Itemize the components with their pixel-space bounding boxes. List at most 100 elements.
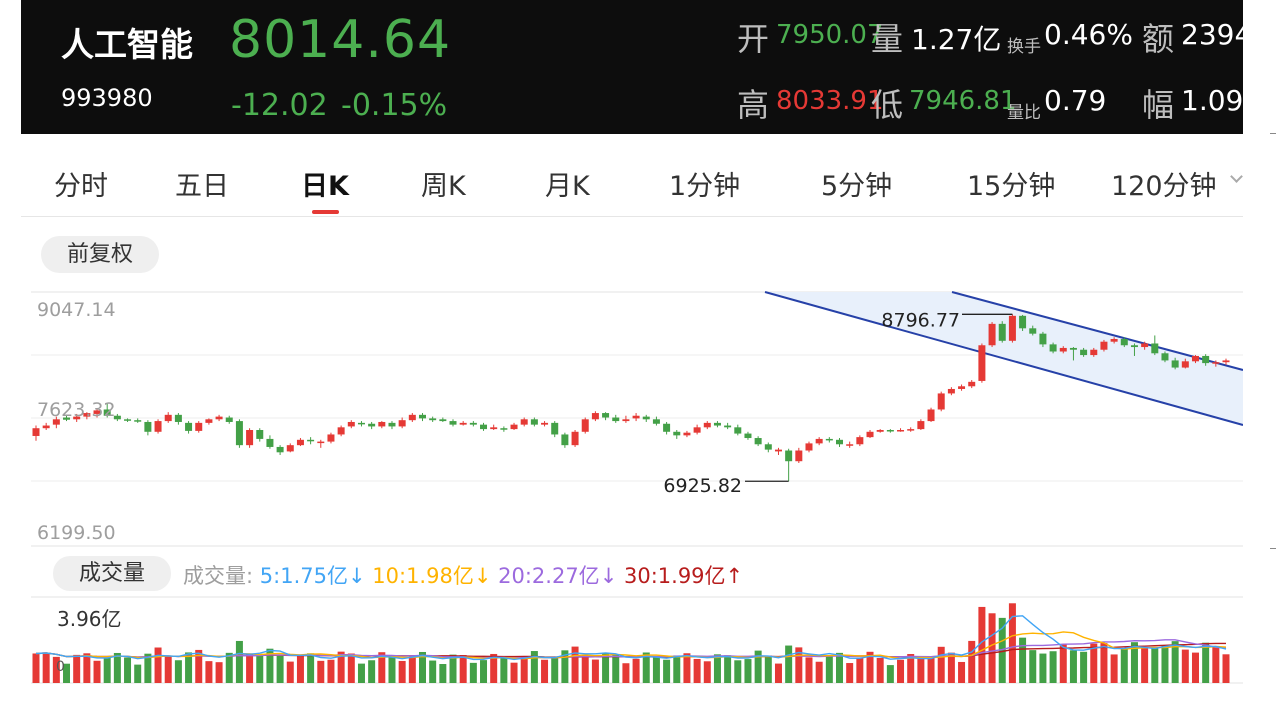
volume-bar <box>73 654 81 683</box>
volume-bar <box>357 663 365 683</box>
candle-body <box>1069 347 1077 350</box>
candle-body <box>907 429 915 431</box>
candle-body <box>317 441 325 444</box>
volume-bar <box>1080 651 1088 683</box>
volume-bar <box>876 658 884 683</box>
candle-body <box>490 427 498 430</box>
candle-body <box>897 429 905 432</box>
candle-body <box>357 422 365 425</box>
volume-bar <box>683 653 691 683</box>
volume-bar <box>998 617 1006 683</box>
candle-body <box>134 420 142 422</box>
turnover-value: 0.46% <box>1044 18 1133 51</box>
volume-bar <box>490 653 498 683</box>
volume-bar <box>1222 654 1230 683</box>
volume-bar <box>134 664 142 683</box>
candle-body <box>246 429 254 446</box>
tab-1min[interactable]: 1分钟 <box>669 171 741 202</box>
candle-body <box>256 429 264 439</box>
ma5-line <box>35 615 1227 661</box>
volume-bar <box>1069 650 1077 683</box>
candle-body <box>174 414 182 422</box>
volume-bar <box>947 652 955 683</box>
active-tab-indicator <box>312 210 339 214</box>
candle-body <box>154 421 162 432</box>
volume-bar <box>1151 647 1159 683</box>
volume-bar <box>174 660 182 683</box>
volume-bar <box>124 657 132 683</box>
volume-bar <box>927 657 935 683</box>
volume-bar <box>215 662 223 683</box>
tab-5min[interactable]: 5分钟 <box>821 171 893 202</box>
volume-bar <box>42 652 50 683</box>
candle-body <box>195 422 203 431</box>
tab-daily-k[interactable]: 日K <box>301 171 349 202</box>
volume-bar <box>520 656 528 683</box>
volume-bar <box>1130 642 1138 683</box>
volume-bar <box>347 653 355 683</box>
volume-bar <box>632 658 640 683</box>
tab-monthly-k[interactable]: 月K <box>545 171 590 202</box>
candle-body <box>622 419 630 422</box>
candle-body <box>856 437 864 445</box>
candle-body <box>185 422 193 431</box>
price-change-pct: -0.15% <box>341 88 448 123</box>
candle-body <box>958 386 966 389</box>
ma5-value: 5:1.75亿 <box>259 564 348 588</box>
volume-bar <box>1100 643 1108 683</box>
tab-intraday[interactable]: 分时 <box>54 171 108 202</box>
volume-bar <box>785 645 793 683</box>
volume-bar <box>154 647 162 683</box>
candle-body <box>1202 355 1210 364</box>
volume-ratio-value: 0.79 <box>1044 84 1107 117</box>
volume-ma-lines <box>35 615 1227 661</box>
tab-15min[interactable]: 15分钟 <box>967 171 1056 202</box>
volume-bar <box>246 654 254 683</box>
candle-body <box>1141 343 1149 348</box>
price-axis-top: 9047.14 <box>37 299 116 321</box>
candle-body <box>510 424 518 430</box>
volume-bar <box>113 652 121 683</box>
candle-body <box>937 393 945 410</box>
candle-body <box>1090 349 1098 356</box>
candle-body <box>1171 360 1179 368</box>
candle-body <box>1161 353 1169 361</box>
candle-body <box>805 443 813 451</box>
tab-120min[interactable]: 120分钟 <box>1111 171 1217 202</box>
volume-bar <box>693 658 701 683</box>
trend-channel-lower <box>764 291 1244 426</box>
volume-ma-legend: 成交量: 5:1.75亿↓ 10:1.98亿↓ 20:2.27亿↓ 30:1.9… <box>183 560 743 590</box>
candle-body <box>347 421 355 427</box>
candle-body <box>734 427 742 434</box>
tab-five-day[interactable]: 五日 <box>175 171 229 202</box>
tab-weekly-k[interactable]: 周K <box>421 171 466 202</box>
index-name: 人工智能 <box>61 25 193 64</box>
volume-bar <box>185 652 193 683</box>
volume-bar <box>937 646 945 683</box>
candle-body <box>1120 339 1128 346</box>
volume-bar <box>500 657 508 683</box>
volume-bar <box>1029 650 1037 683</box>
volume-bar <box>93 660 101 683</box>
candle-body <box>205 419 213 423</box>
candle-body <box>408 414 416 421</box>
candle-body <box>1181 361 1189 368</box>
volume-bar <box>825 655 833 683</box>
volume-bar <box>581 655 589 683</box>
volume-axis-max: 3.96亿 <box>57 607 122 631</box>
candle-body <box>1059 347 1067 352</box>
candle-body <box>113 415 121 420</box>
candle-body <box>754 438 762 445</box>
left-margin <box>0 0 21 715</box>
candle-body <box>83 413 91 417</box>
index-code: 993980 <box>61 84 153 112</box>
volume-indicator-button[interactable]: 成交量 <box>53 556 171 591</box>
volume-bar <box>907 654 915 683</box>
volume-value: 1.27亿 <box>911 23 1002 56</box>
volume-bar <box>510 662 518 683</box>
volume-bar <box>846 663 854 683</box>
candle-body <box>1191 355 1199 362</box>
volume-bar <box>296 655 304 683</box>
volume-bar <box>897 659 905 683</box>
adjust-button[interactable]: 前复权 <box>41 236 159 273</box>
